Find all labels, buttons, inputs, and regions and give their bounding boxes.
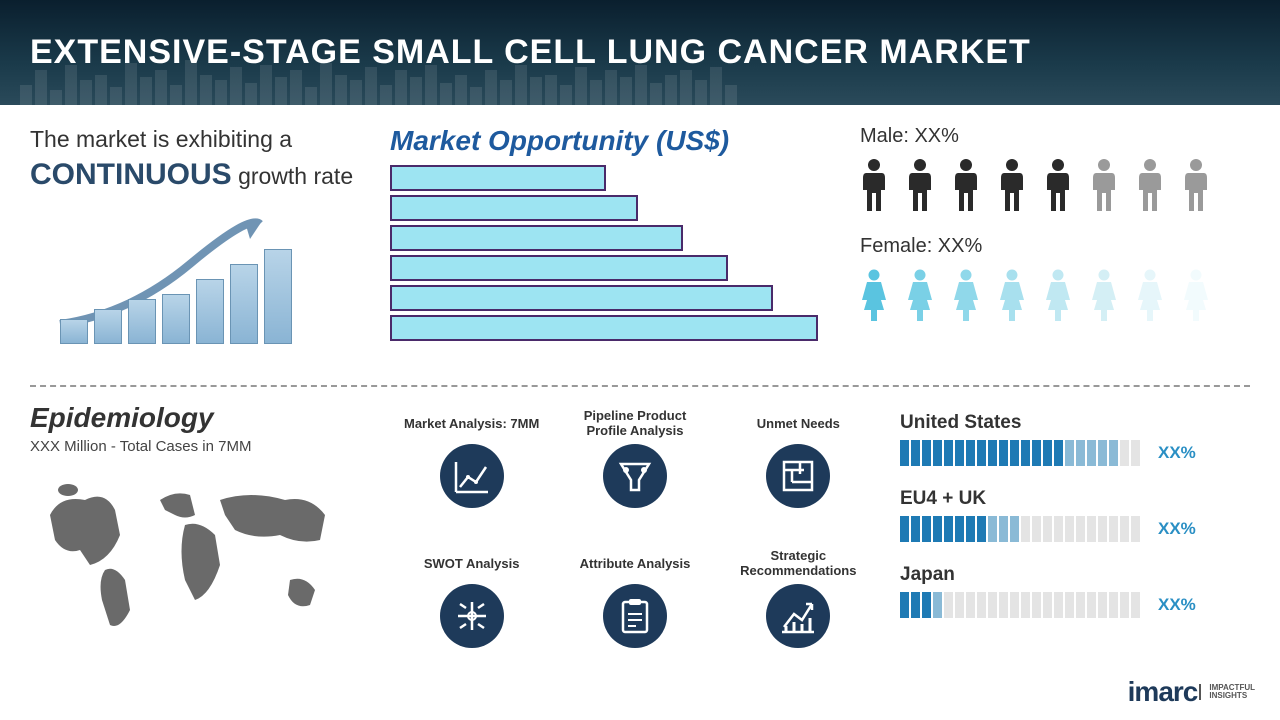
opportunity-bar [390,165,606,191]
opportunity-bar [390,195,638,221]
chart-line-icon [440,444,504,508]
content-area: The market is exhibiting a CONTINUOUS gr… [0,105,1280,720]
male-person-icon [1136,158,1164,213]
region-percent: XX% [1158,443,1196,463]
growth-pre: The market is exhibiting a [30,126,292,152]
female-person-icon [860,268,888,323]
opportunity-bar [390,315,818,341]
analysis-label: Attribute Analysis [563,547,706,579]
analysis-icons-grid: Market Analysis: 7MM Pipeline Product Pro… [390,402,880,687]
opportunity-bar [390,285,773,311]
analysis-label: Market Analysis: 7MM [400,407,543,439]
region-item: EU4 + UK XX% [900,488,1250,542]
growth-panel: The market is exhibiting a CONTINUOUS gr… [30,125,390,375]
region-bar: XX% [900,440,1250,466]
female-person-icon [1090,268,1118,323]
male-person-icon [860,158,888,213]
epidemiology-panel: Epidemiology XXX Million - Total Cases i… [30,402,390,687]
female-person-icon [998,268,1026,323]
region-name: EU4 + UK [900,488,1250,510]
male-person-icon [1044,158,1072,213]
brand-logo: imarc IMPACTFUL INSIGHTS [1128,676,1255,708]
logo-text: imarc [1128,676,1198,708]
top-row: The market is exhibiting a CONTINUOUS gr… [0,105,1280,385]
analysis-label: SWOT Analysis [400,547,543,579]
header-banner: EXTENSIVE-STAGE SMALL CELL LUNG CANCER M… [0,0,1280,105]
growth-statement: The market is exhibiting a CONTINUOUS gr… [30,125,390,194]
funnel-icon [603,444,667,508]
opportunity-bar [390,255,728,281]
analysis-item: Attribute Analysis [563,547,706,682]
region-name: Japan [900,564,1250,586]
opportunity-title: Market Opportunity (US$) [390,125,840,157]
growth-chart [30,214,310,344]
world-map-icon [30,465,350,645]
female-person-icon [1182,268,1210,323]
clipboard-icon [603,584,667,648]
male-person-icon [1182,158,1210,213]
maze-icon [766,444,830,508]
analysis-item: Market Analysis: 7MM [400,407,543,542]
analysis-item: Strategic Recommendations [727,547,870,682]
growth-emphasis: CONTINUOUS [30,158,232,191]
male-person-icon [906,158,934,213]
male-person-icon [998,158,1026,213]
female-person-icon [1136,268,1164,323]
region-item: United States XX% [900,412,1250,466]
page-title: EXTENSIVE-STAGE SMALL CELL LUNG CANCER M… [30,33,1031,72]
female-person-icon [1044,268,1072,323]
gender-panel: Male: XX% Female: XX% [840,125,1250,375]
growth-bars [60,249,292,344]
growth-post: growth rate [238,163,353,189]
analysis-label: Strategic Recommendations [727,547,870,579]
female-label: Female: XX% [860,235,1250,258]
analysis-item: Pipeline Product Profile Analysis [563,407,706,542]
female-person-icon [906,268,934,323]
region-bar: XX% [900,516,1250,542]
opportunity-bars [390,165,840,341]
analysis-label: Pipeline Product Profile Analysis [563,407,706,439]
region-percent: XX% [1158,595,1196,615]
male-person-icon [952,158,980,213]
logo-sub2: INSIGHTS [1209,692,1255,700]
trend-icon [766,584,830,648]
male-icons-row [860,158,1250,213]
male-label: Male: XX% [860,125,1250,148]
male-person-icon [1090,158,1118,213]
analysis-item: Unmet Needs [727,407,870,542]
analysis-item: SWOT Analysis [400,547,543,682]
epidemiology-subtitle: XXX Million - Total Cases in 7MM [30,438,390,455]
region-name: United States [900,412,1250,434]
opportunity-panel: Market Opportunity (US$) [390,125,840,375]
female-icons-row [860,268,1250,323]
regions-panel: United States XX% EU4 + UK XX% Japan XX% [880,402,1250,687]
region-bar: XX% [900,592,1250,618]
swot-icon [440,584,504,648]
region-item: Japan XX% [900,564,1250,618]
epidemiology-title: Epidemiology [30,402,390,434]
analysis-label: Unmet Needs [727,407,870,439]
female-person-icon [952,268,980,323]
region-percent: XX% [1158,519,1196,539]
opportunity-bar [390,225,683,251]
bottom-row: Epidemiology XXX Million - Total Cases i… [0,387,1280,697]
